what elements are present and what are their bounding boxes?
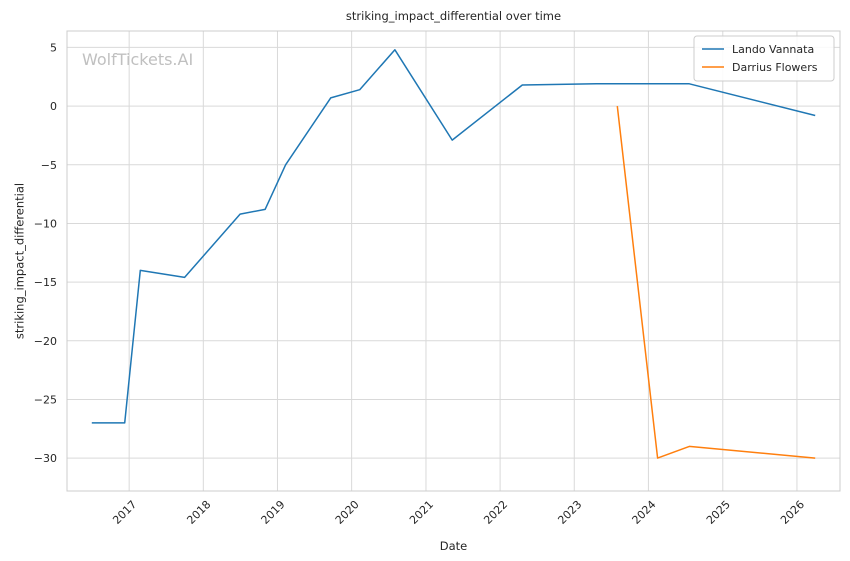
series-layer [91,49,816,459]
series-line-2 [616,106,816,459]
y-tick-label: 0 [50,100,57,113]
series-line-1 [91,49,816,424]
x-axis-label: Date [440,539,468,553]
legend-box [693,35,835,82]
x-tick-label: 2022 [481,498,510,527]
legend-label-1: Lando Vannata [732,43,814,56]
x-tick-label: 2025 [704,498,733,527]
x-tick-label: 2020 [333,498,362,527]
chart-title: striking_impact_differential over time [346,9,561,23]
y-tick-label: −15 [34,276,57,289]
y-tick-label: 5 [50,41,57,54]
y-tick-label: −25 [34,393,57,406]
x-tick-label: 2026 [778,498,807,527]
watermark: WolfTickets.AI [82,50,193,69]
y-tick-label: −20 [34,335,57,348]
x-tick-label: 2021 [407,498,436,527]
plot-frame [66,30,841,492]
x-tick-label: 2024 [630,498,659,527]
y-tick-label: −30 [34,452,57,465]
y-axis-label: striking_impact_differential [13,183,27,339]
y-tick-label: −10 [34,217,57,230]
x-tick-label: 2017 [110,498,139,527]
x-tick-label: 2019 [259,498,288,527]
legend: Lando Vannata Darrius Flowers [693,35,835,82]
y-tick-label: −5 [41,159,57,172]
tick-labels: 2017 2018 2019 2020 2021 2022 2023 2024 2025 2026… [34,41,807,526]
x-tick-label: 2018 [184,498,213,527]
grid [67,31,840,491]
legend-label-2: Darrius Flowers [732,61,818,74]
x-tick-label: 2023 [555,498,584,527]
